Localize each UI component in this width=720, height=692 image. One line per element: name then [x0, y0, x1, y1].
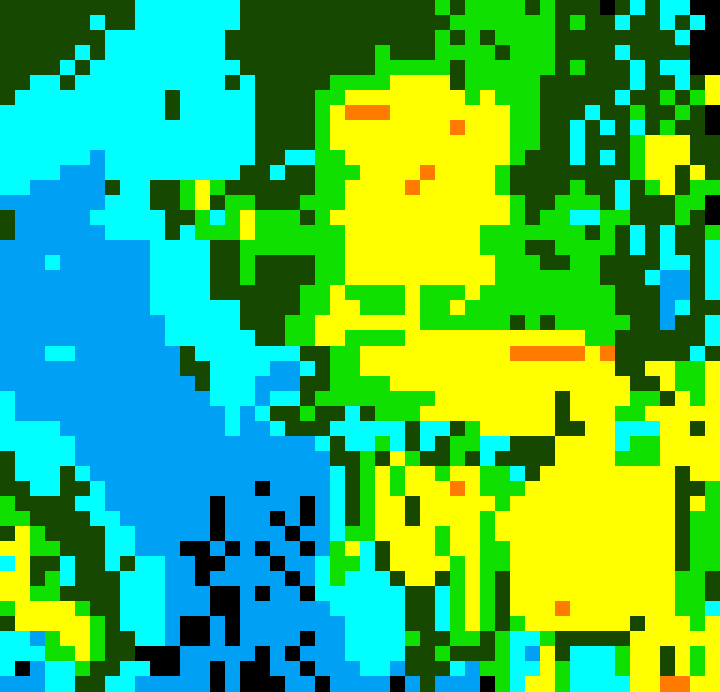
- radar-raster-canvas: [0, 0, 720, 692]
- weather-radar-map: [0, 0, 720, 692]
